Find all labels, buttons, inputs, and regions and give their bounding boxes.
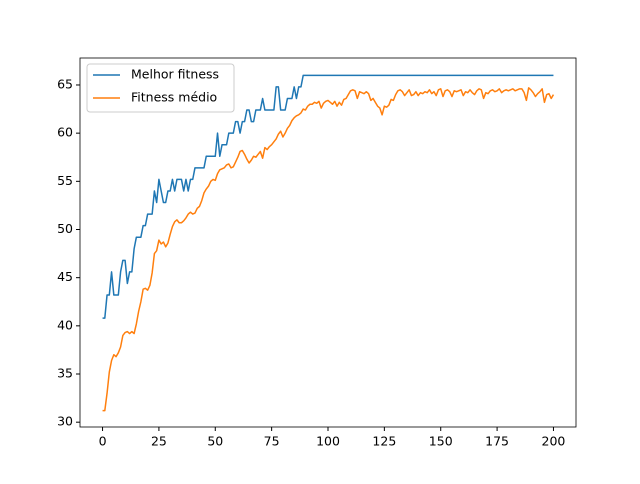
y-tick-label: 45: [57, 269, 73, 284]
x-tick-label: 200: [542, 434, 566, 449]
x-tick-label: 25: [151, 434, 167, 449]
y-tick-label: 60: [57, 125, 73, 140]
y-tick-label: 65: [57, 76, 73, 91]
y-tick-label: 50: [57, 221, 73, 236]
x-tick-label: 75: [264, 434, 280, 449]
legend-box: [86, 63, 235, 113]
x-tick-label: 125: [372, 434, 396, 449]
x-tick-label: 150: [429, 434, 453, 449]
legend-label: Fitness médio: [131, 90, 217, 105]
x-tick-label: 0: [99, 434, 107, 449]
legend-label: Melhor fitness: [131, 67, 219, 82]
series-line: [102, 74, 554, 319]
y-tick-label: 40: [57, 317, 73, 332]
x-tick-label: 100: [316, 434, 340, 449]
y-tick-label: 55: [57, 173, 73, 188]
x-tick-label: 175: [485, 434, 509, 449]
y-tick-label: 30: [57, 414, 73, 429]
plot-frame: [79, 57, 577, 428]
y-tick-label: 35: [57, 366, 73, 381]
series-line: [102, 87, 555, 412]
x-tick-label: 50: [207, 434, 223, 449]
